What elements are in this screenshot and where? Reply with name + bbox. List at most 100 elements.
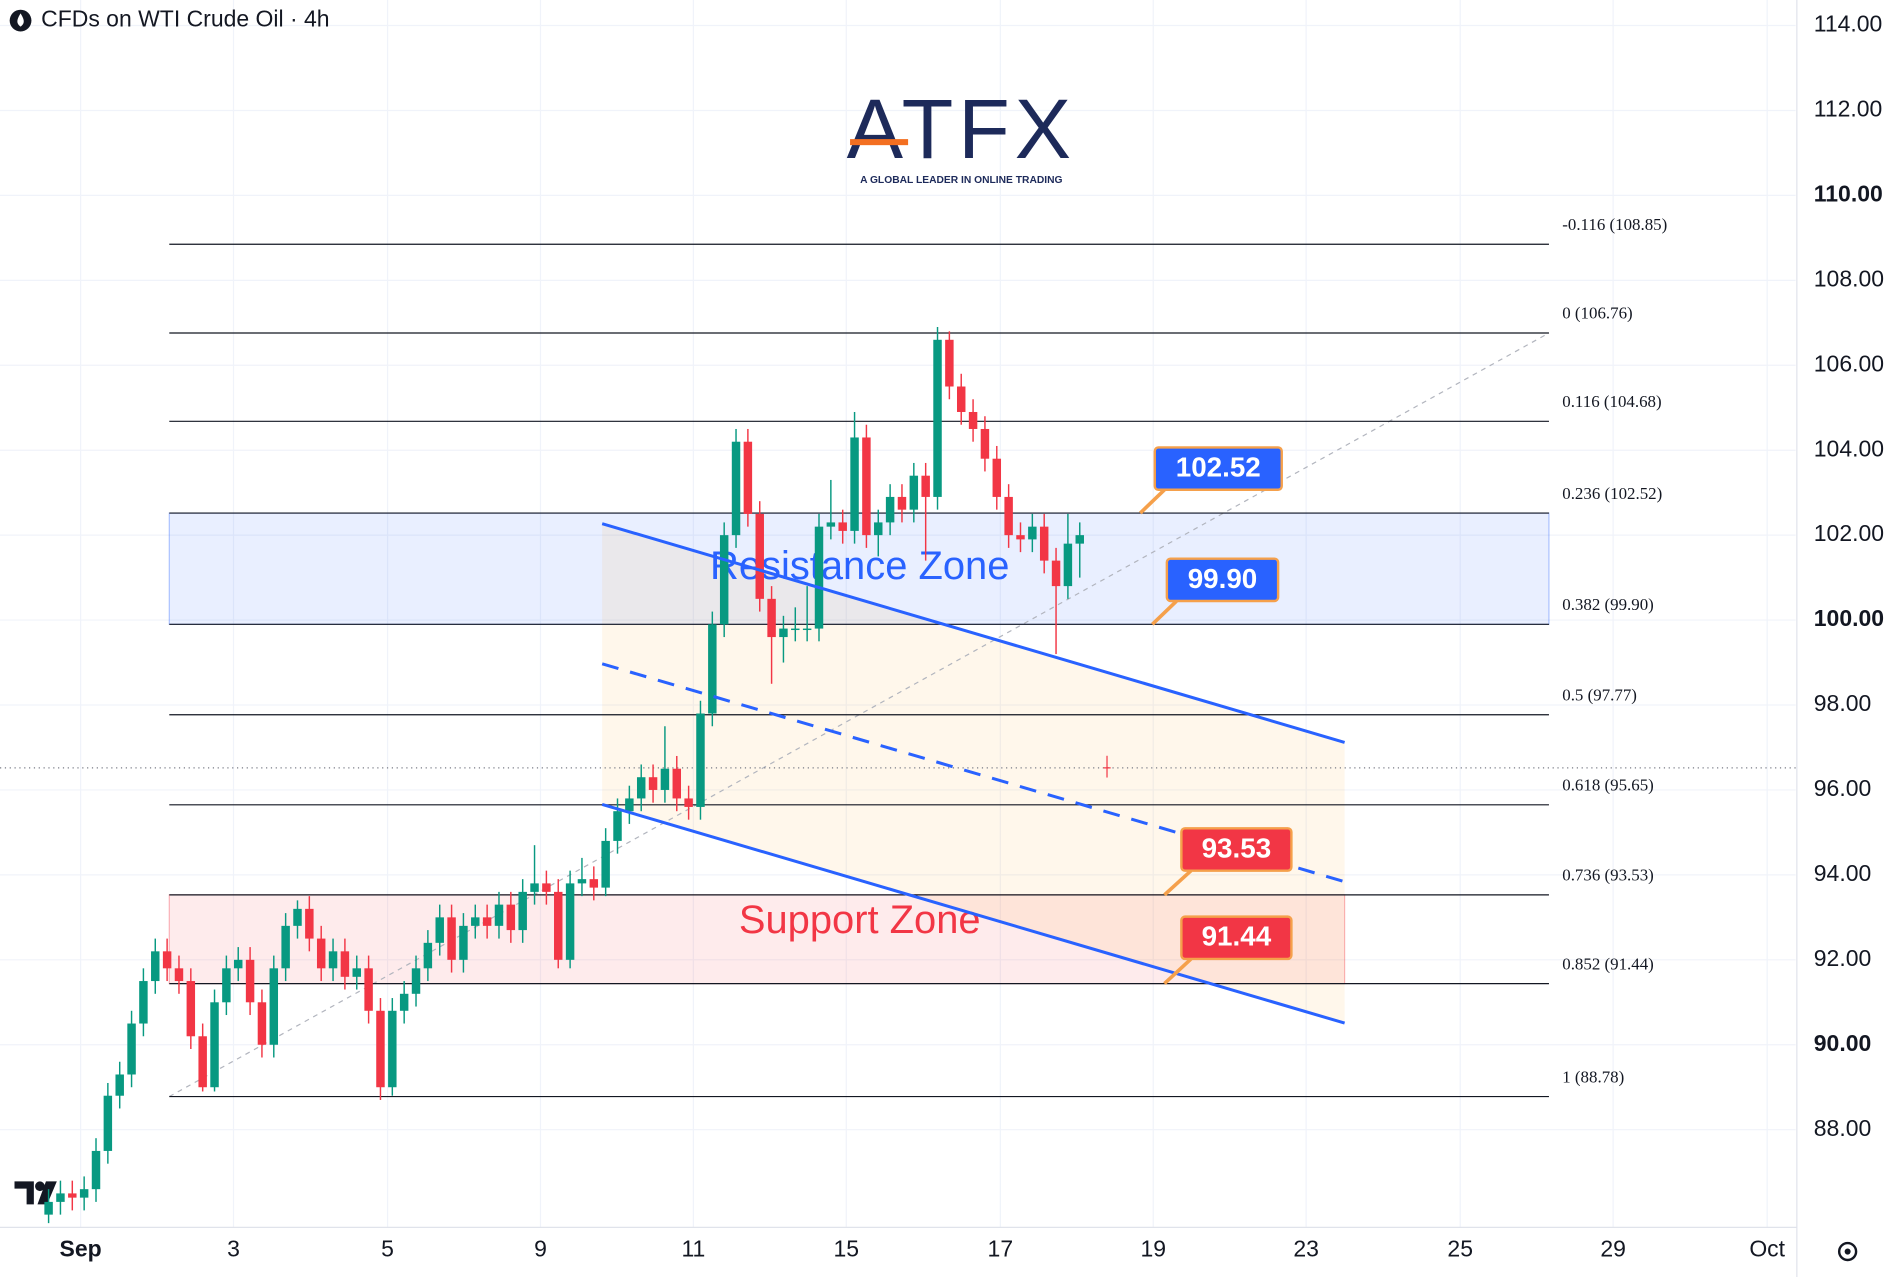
brand-logo: ATFX A GLOBAL LEADER IN ONLINE TRADING	[847, 81, 1076, 186]
candle-body	[1063, 543, 1073, 587]
candle-body	[411, 968, 421, 994]
y-tick-label: 88.00	[1814, 1115, 1871, 1141]
y-tick-label: 92.00	[1814, 945, 1871, 971]
y-tick-label: 94.00	[1814, 860, 1871, 886]
candle-body	[779, 628, 788, 638]
candle-body	[743, 441, 753, 514]
candle-body	[1039, 526, 1049, 561]
candle-body	[992, 458, 1002, 497]
callout-box	[1180, 827, 1293, 872]
candle-body	[980, 428, 990, 459]
candle-body	[933, 339, 942, 497]
settings-button[interactable]	[1837, 1241, 1858, 1262]
candle-body	[1075, 535, 1084, 544]
candle-body	[613, 811, 622, 841]
tv-logo	[14, 1181, 57, 1205]
candle-body	[1028, 526, 1037, 540]
fib-label: 0 (106.76)	[1562, 304, 1632, 323]
candle-body	[767, 598, 776, 638]
settings-icon-dot[interactable]	[1844, 1248, 1851, 1255]
channel-line	[601, 802, 1346, 1025]
tv-logo-part	[14, 1181, 34, 1205]
candle-body	[423, 942, 433, 969]
x-tick-label: 5	[381, 1235, 394, 1261]
candle-body	[838, 522, 847, 531]
candle-body	[352, 968, 361, 977]
callout-text: 102.52	[1176, 452, 1261, 483]
fib-label: 0.618 (95.65)	[1562, 776, 1654, 795]
candle-body	[719, 535, 729, 625]
x-tick-label: Sep	[60, 1235, 102, 1261]
candle-body	[459, 925, 468, 960]
x-tick-label: 23	[1293, 1235, 1319, 1261]
candle-body	[305, 908, 314, 939]
candle-body	[826, 522, 836, 527]
y-tick-label: 104.00	[1814, 435, 1884, 461]
candle-body	[162, 951, 172, 969]
callout-box	[1180, 915, 1293, 961]
candle-body	[494, 904, 504, 926]
x-tick-label: 29	[1600, 1235, 1626, 1261]
y-tick-label: 112.00	[1814, 96, 1883, 122]
candle-body	[731, 441, 741, 536]
x-tick-label: 3	[227, 1235, 240, 1261]
y-tick-label: 96.00	[1814, 775, 1871, 801]
x-tick-label: 9	[534, 1235, 547, 1261]
candle-body	[222, 968, 231, 1003]
candle-body	[542, 883, 551, 892]
candle-body	[293, 908, 302, 926]
candle-body	[554, 891, 563, 960]
candle-body	[885, 496, 895, 523]
candle-body	[447, 917, 456, 960]
candle-body	[388, 1010, 397, 1088]
candle-body	[435, 917, 444, 943]
x-tick-label: 25	[1447, 1235, 1473, 1261]
candle-body	[636, 777, 646, 799]
candle-body	[103, 1095, 113, 1151]
candle-body	[127, 1023, 136, 1075]
y-tick-label: 106.00	[1814, 350, 1884, 376]
x-tick-label: 17	[988, 1235, 1014, 1261]
candle-body	[518, 891, 527, 931]
candle-body	[1051, 560, 1061, 587]
candle-body	[897, 496, 907, 510]
candle-body	[364, 968, 373, 1011]
fib-trendline	[168, 332, 1550, 1098]
x-tick-label: Oct	[1749, 1235, 1785, 1261]
background	[0, 0, 1796, 1228]
candle-body	[874, 522, 883, 536]
candle-body	[814, 526, 824, 629]
candle-body	[281, 925, 290, 969]
fib-label: 0.5 (97.77)	[1562, 686, 1637, 705]
candle-body	[115, 1074, 124, 1096]
brand-name: ATFX	[847, 81, 1076, 176]
candle-body	[648, 777, 658, 790]
candle-body	[316, 938, 326, 969]
symbol-icon-drop	[17, 13, 24, 27]
candle-body	[708, 624, 717, 714]
candle-body	[956, 386, 966, 412]
callout-text: 99.90	[1188, 563, 1258, 594]
candle-body	[850, 437, 859, 531]
symbol-title[interactable]: CFDs on WTI Crude Oil · 4h	[41, 6, 329, 32]
candle-body	[862, 437, 871, 536]
candle-body	[672, 768, 682, 799]
callout-pointer	[1163, 869, 1193, 897]
candle-body	[186, 981, 196, 1037]
candle-body	[565, 883, 575, 960]
fib-label: 0.852 (91.44)	[1562, 954, 1654, 973]
callout-box	[1165, 557, 1280, 603]
callout-box	[1153, 446, 1283, 491]
candle-body	[471, 917, 480, 926]
fib-label: 0.236 (102.52)	[1562, 484, 1662, 503]
candle-body	[601, 840, 610, 888]
candle-body	[340, 951, 350, 977]
candle-body	[328, 951, 338, 969]
settings-icon[interactable]	[1837, 1241, 1858, 1262]
fib-label: -0.116 (108.85)	[1562, 215, 1667, 234]
candle-body	[56, 1193, 65, 1202]
y-tick-label: 100.00	[1814, 605, 1884, 631]
candle-body	[660, 768, 670, 790]
candle-body	[921, 475, 930, 497]
